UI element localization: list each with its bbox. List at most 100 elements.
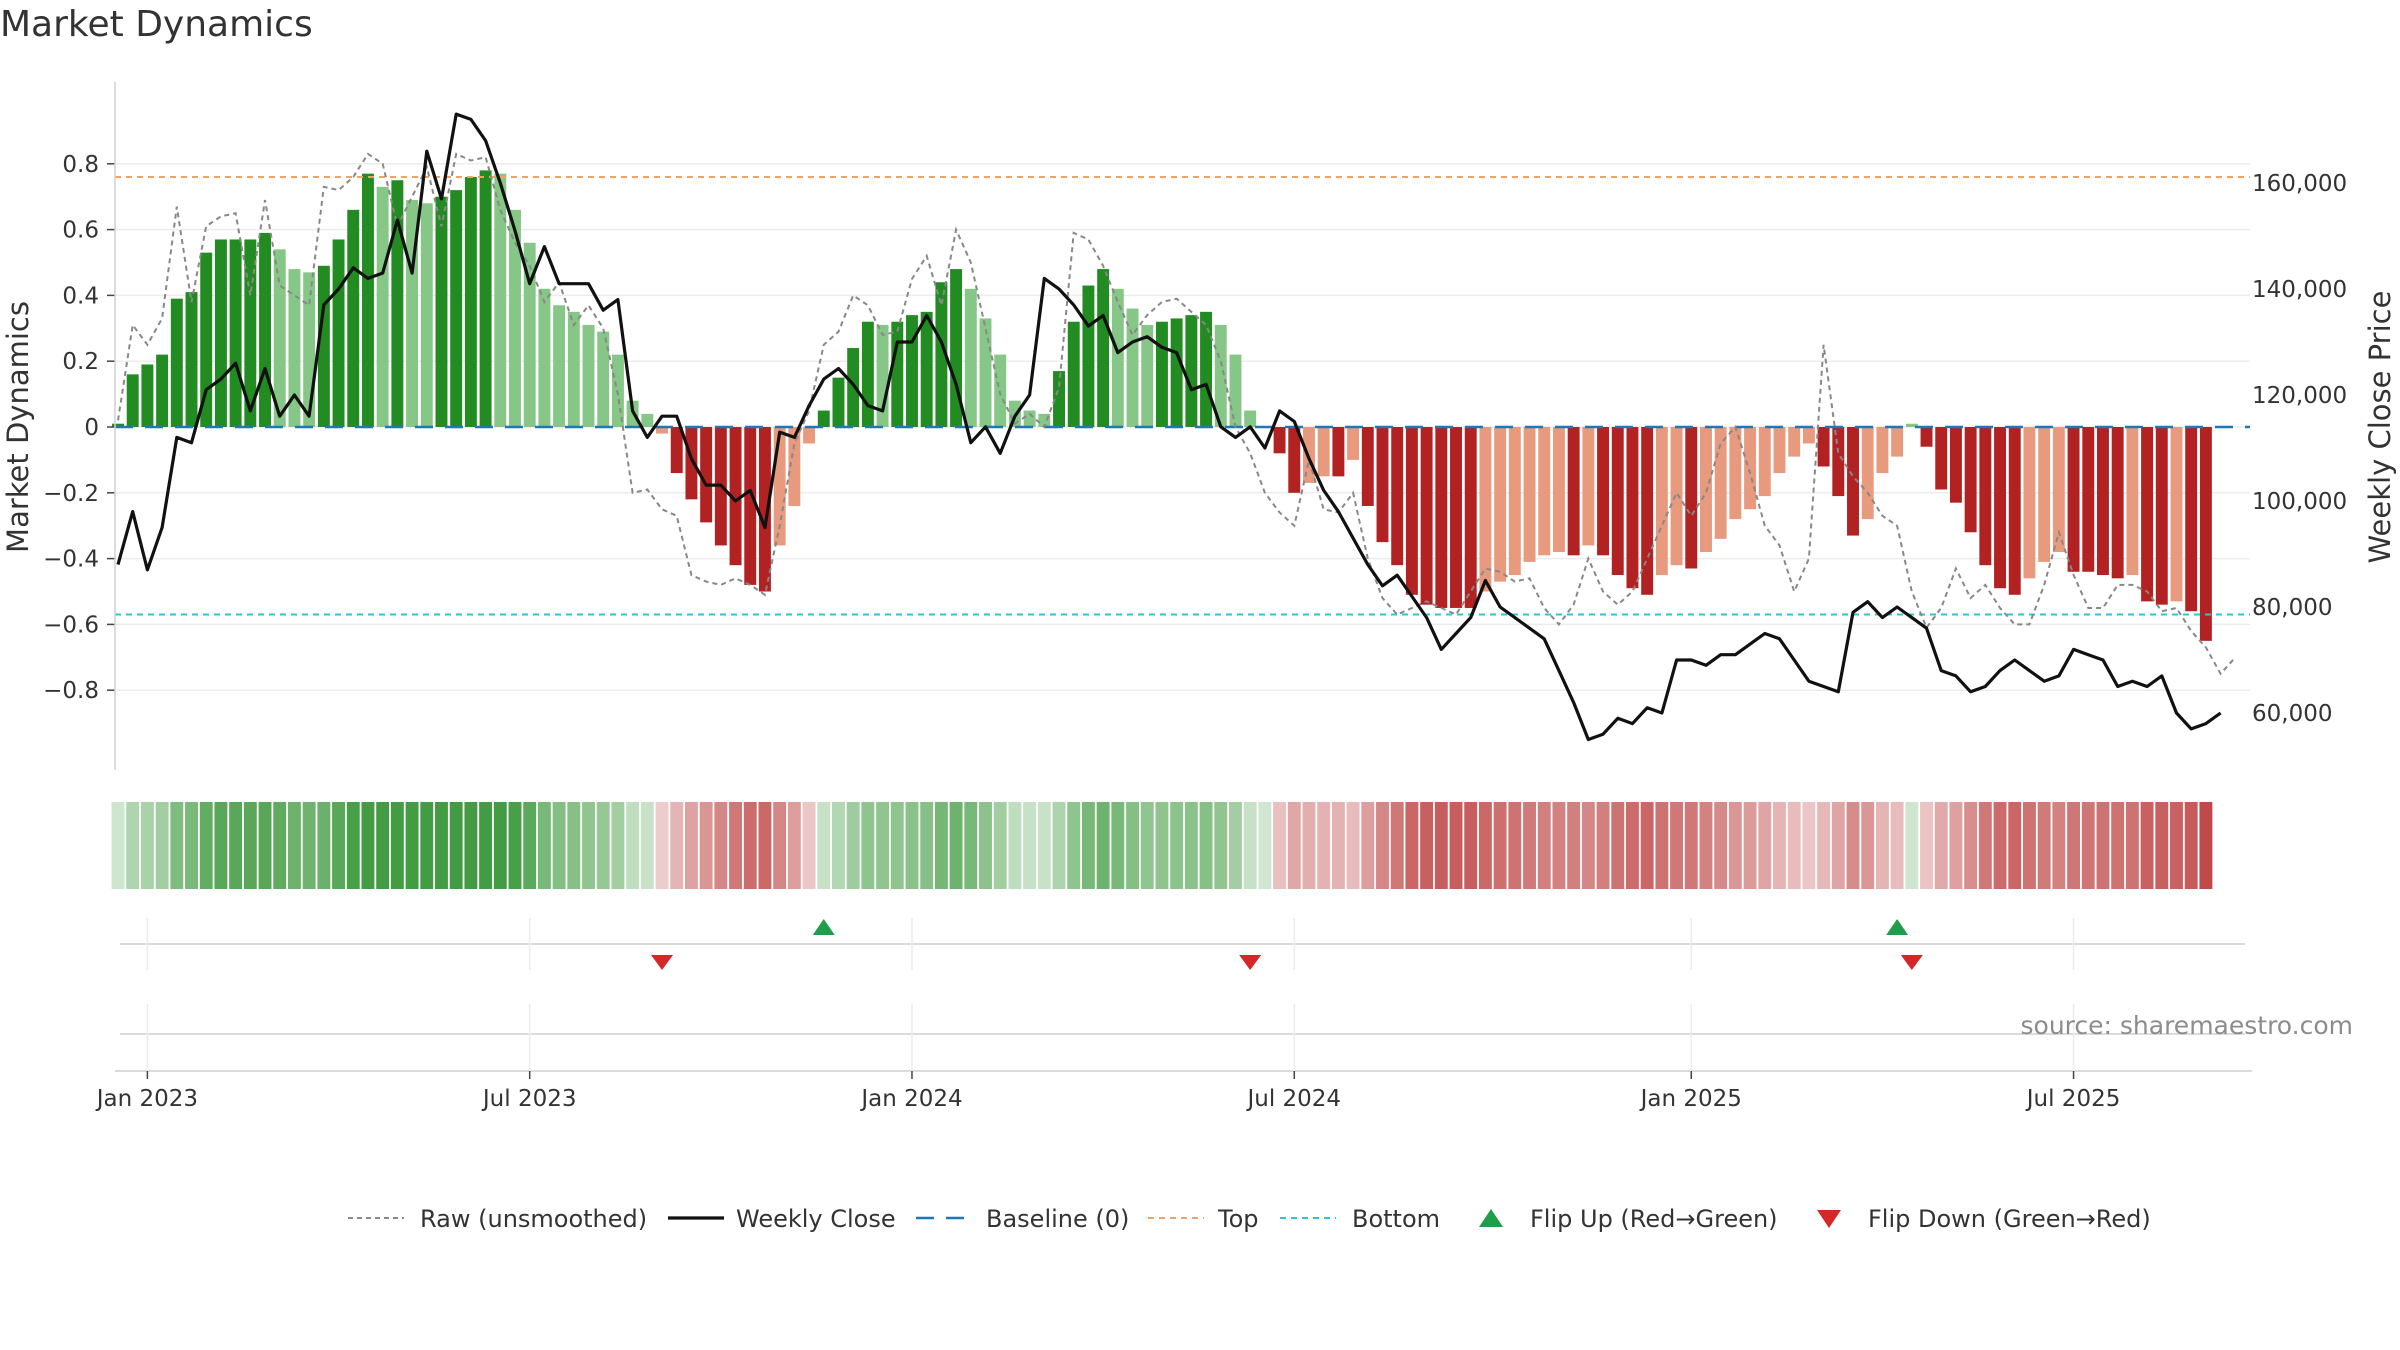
- heat-cell: [964, 802, 978, 889]
- dynamics-bar: [553, 305, 566, 427]
- dynamics-bar: [406, 199, 419, 427]
- dynamics-bar: [2155, 427, 2168, 605]
- dynamics-bar: [656, 427, 668, 434]
- heat-cell: [1170, 802, 1184, 889]
- dynamics-bar: [420, 203, 433, 427]
- dynamics-bar: [229, 239, 242, 427]
- dynamics-bar: [1582, 427, 1595, 546]
- dynamics-bar: [1817, 427, 1830, 467]
- dynamics-bars: [112, 170, 2212, 641]
- dynamics-bar: [1244, 410, 1257, 427]
- dynamics-bar: [788, 427, 801, 506]
- dynamics-bar: [1861, 427, 1874, 520]
- y-tick-label: −0.8: [43, 678, 99, 704]
- heat-cell: [1096, 802, 1110, 889]
- x-tick-label: Jul 2024: [1245, 1086, 1341, 1112]
- dynamics-bar: [1376, 427, 1389, 543]
- heat-cell: [1567, 802, 1581, 889]
- heat-cell: [1273, 802, 1287, 889]
- dynamics-bar: [1494, 427, 1507, 582]
- dynamics-bar: [494, 173, 507, 427]
- dynamics-bar: [1567, 427, 1580, 556]
- dynamics-bar: [2170, 427, 2183, 602]
- dynamics-bar: [950, 269, 963, 427]
- heat-cell: [773, 802, 787, 889]
- dynamics-bar: [979, 318, 992, 427]
- dynamics-bar: [347, 209, 360, 427]
- heat-cell: [949, 802, 963, 889]
- heat-cell: [2140, 802, 2154, 889]
- y2-tick-label: 100,000: [2252, 489, 2347, 515]
- heat-cell: [1317, 802, 1331, 889]
- heat-cell: [317, 802, 331, 889]
- dynamics-bar: [1229, 354, 1242, 427]
- legend-label-close: Weekly Close: [736, 1205, 896, 1233]
- dynamics-bar: [1450, 427, 1462, 608]
- heat-cell: [1258, 802, 1272, 889]
- dynamics-bar: [2052, 427, 2065, 553]
- dynamics-bar: [1655, 427, 1668, 576]
- heat-cell: [1434, 802, 1448, 889]
- heat-cell: [1920, 802, 1933, 889]
- dynamics-bar: [1935, 427, 1948, 490]
- dynamics-bar: [1949, 427, 1962, 503]
- dynamics-bar: [2199, 427, 2212, 641]
- heat-cell: [1361, 802, 1375, 889]
- legend-swatch-flip-down: [1817, 1210, 1841, 1228]
- dynamics-bar: [641, 413, 654, 427]
- dynamics-bar: [920, 311, 933, 427]
- dynamics-bar: [1714, 427, 1727, 539]
- heat-cell: [229, 802, 243, 889]
- dynamics-bar: [1597, 427, 1610, 556]
- heat-cell: [1802, 802, 1816, 889]
- y-tick-label: 0.4: [62, 283, 99, 309]
- heat-cell: [1640, 802, 1654, 889]
- dynamics-bar: [817, 410, 830, 427]
- dynamics-bar: [1920, 427, 1933, 447]
- legend: Raw (unsmoothed) Weekly Close Baseline (0)…: [348, 1205, 2151, 1233]
- heat-cell: [1831, 802, 1845, 889]
- dynamics-bar: [464, 176, 477, 427]
- dynamics-bar: [1214, 325, 1227, 427]
- legend-label-bottom: Bottom: [1352, 1205, 1440, 1233]
- dynamics-bar: [1758, 427, 1771, 497]
- dynamics-bar: [1141, 325, 1154, 427]
- dynamics-bar: [1185, 315, 1198, 427]
- heat-cell: [861, 802, 875, 889]
- y2-tick-label: 160,000: [2252, 171, 2347, 197]
- heat-cell: [876, 802, 890, 889]
- heat-cell: [302, 802, 316, 889]
- heat-cell: [1331, 802, 1345, 889]
- chart-title: Market Dynamics: [0, 4, 313, 45]
- heat-cell: [2184, 802, 2198, 889]
- heat-cell: [287, 802, 301, 889]
- dynamics-bar: [317, 265, 330, 427]
- heat-cell: [111, 802, 125, 889]
- dynamics-bar: [729, 427, 742, 566]
- heat-cell: [832, 802, 845, 889]
- heat-cell: [1684, 802, 1698, 889]
- x-tick-label: Jul 2025: [2025, 1086, 2121, 1112]
- heat-cell: [1743, 802, 1757, 889]
- heat-cell: [1626, 802, 1639, 889]
- dynamics-bar: [2023, 427, 2036, 579]
- legend-label-raw: Raw (unsmoothed): [420, 1205, 647, 1233]
- y2-axis-label: Weekly Close Price: [2363, 291, 2397, 564]
- dynamics-bar: [1111, 288, 1124, 427]
- heat-cell: [2125, 802, 2139, 889]
- heat-cell: [376, 802, 390, 889]
- dynamics-bar: [1170, 318, 1183, 427]
- dynamics-bar: [1832, 427, 1845, 497]
- heat-cell: [596, 802, 610, 889]
- heat-cell: [464, 802, 478, 889]
- dynamics-bar: [1744, 427, 1757, 510]
- heat-cell: [126, 802, 140, 889]
- dynamics-bar: [1023, 410, 1036, 427]
- dynamics-bar: [1391, 427, 1404, 566]
- dynamics-bar: [1905, 423, 1918, 427]
- heat-cell: [699, 802, 713, 889]
- heat-cell: [1199, 802, 1213, 889]
- dynamics-bar: [214, 239, 227, 427]
- y2-tick-label: 120,000: [2252, 383, 2347, 409]
- heat-cell: [1817, 802, 1831, 889]
